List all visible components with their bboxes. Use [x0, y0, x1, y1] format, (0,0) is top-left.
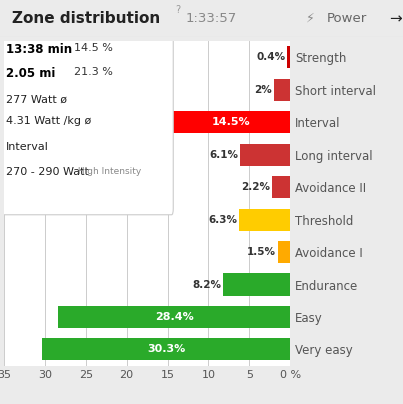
Bar: [239, 208, 290, 231]
Text: 0.4%: 0.4%: [256, 53, 285, 63]
Text: Zone distribution: Zone distribution: [12, 11, 160, 26]
Bar: [274, 79, 290, 101]
Text: Interval: Interval: [6, 143, 48, 152]
Text: ⚡: ⚡: [306, 12, 315, 25]
Text: 4.31 Watt /kg ø: 4.31 Watt /kg ø: [6, 116, 91, 126]
Text: Power: Power: [326, 12, 367, 25]
Text: 6.3%: 6.3%: [208, 215, 237, 225]
Text: →: →: [389, 11, 402, 26]
Text: 6.1%: 6.1%: [210, 150, 239, 160]
Text: 277 Watt ø: 277 Watt ø: [6, 95, 66, 105]
Text: 21.3 %: 21.3 %: [73, 67, 112, 76]
Text: 2.2%: 2.2%: [241, 182, 270, 192]
Text: 28.4%: 28.4%: [155, 312, 193, 322]
Text: 8.2%: 8.2%: [193, 280, 222, 290]
Bar: [172, 111, 290, 133]
Text: 13:38 min: 13:38 min: [6, 43, 72, 56]
Text: 2.05 mi: 2.05 mi: [6, 67, 55, 80]
Bar: [240, 144, 290, 166]
Bar: [287, 46, 290, 68]
Text: High Intensity: High Intensity: [75, 167, 141, 176]
Text: 1:33:57: 1:33:57: [185, 12, 237, 25]
Bar: [278, 241, 290, 263]
Text: 14.5%: 14.5%: [212, 117, 250, 127]
FancyBboxPatch shape: [1, 27, 173, 215]
Bar: [272, 176, 290, 198]
Text: 270 - 290 Watt: 270 - 290 Watt: [6, 167, 89, 177]
Bar: [223, 274, 290, 296]
Text: ?: ?: [175, 5, 181, 15]
Bar: [42, 339, 290, 360]
Text: 1.5%: 1.5%: [247, 247, 276, 257]
Text: 2%: 2%: [254, 85, 272, 95]
Bar: [58, 306, 290, 328]
Text: 30.3%: 30.3%: [147, 344, 185, 354]
Text: 14.5 %: 14.5 %: [73, 43, 112, 53]
